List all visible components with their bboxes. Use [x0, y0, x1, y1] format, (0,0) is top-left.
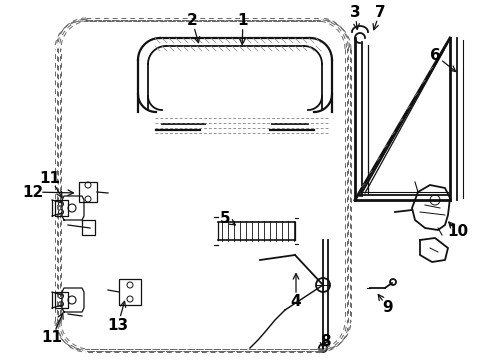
Text: 12: 12: [23, 185, 44, 199]
Text: 1: 1: [238, 13, 248, 27]
Text: 13: 13: [107, 318, 128, 333]
Text: 10: 10: [447, 225, 468, 239]
Text: 7: 7: [375, 5, 385, 19]
Text: 2: 2: [187, 13, 197, 27]
Text: 11: 11: [40, 171, 60, 185]
Bar: [79, 182, 97, 202]
Text: 3: 3: [350, 5, 360, 19]
Text: 11: 11: [42, 330, 63, 346]
Text: 6: 6: [430, 48, 441, 63]
Text: 9: 9: [383, 301, 393, 315]
Bar: [119, 279, 141, 305]
Text: 8: 8: [319, 334, 330, 350]
Text: 4: 4: [291, 294, 301, 310]
Text: 5: 5: [220, 211, 230, 225]
